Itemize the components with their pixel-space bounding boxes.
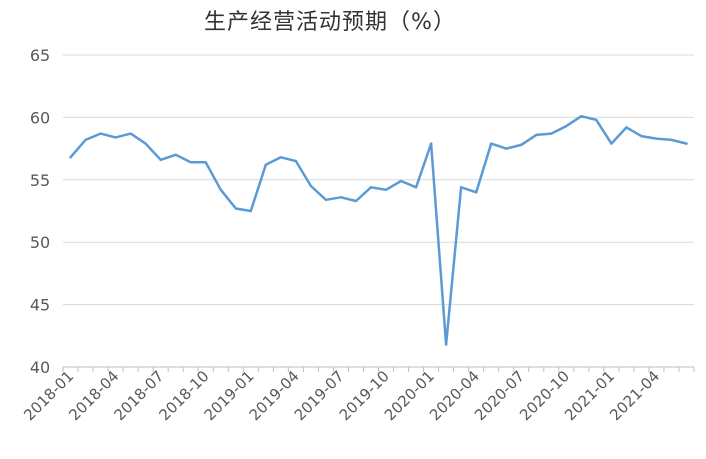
data-point [655, 137, 658, 140]
x-axis-tick-labels: 2018-012018-042018-072018-102019-012019-… [20, 367, 663, 424]
y-tick-label: 65 [30, 46, 50, 65]
data-point [249, 209, 252, 213]
data-point [429, 142, 433, 145]
data-point [144, 142, 147, 145]
y-tick-label: 45 [30, 296, 50, 315]
data-point [99, 132, 102, 135]
y-tick-label: 60 [30, 108, 50, 127]
data-point [640, 134, 643, 138]
y-axis-tick-labels: 40 45 50 55 60 65 [30, 46, 50, 377]
data-point [69, 156, 72, 159]
data-point [444, 343, 448, 346]
series-layer [69, 114, 688, 346]
gridlines [63, 54, 694, 306]
x-tick-label: 2021-04 [606, 367, 663, 424]
data-point [610, 142, 613, 145]
data-point [84, 138, 87, 142]
data-point [670, 138, 673, 142]
data-point [520, 143, 523, 147]
data-point [219, 188, 222, 191]
data-point [324, 198, 328, 201]
data-point [580, 114, 583, 118]
data-point [505, 147, 508, 150]
data-point [264, 163, 268, 167]
data-point [459, 186, 463, 189]
data-point [369, 186, 373, 189]
data-point [399, 179, 403, 183]
data-point [384, 188, 388, 191]
data-point [189, 161, 192, 164]
data-point [685, 142, 688, 145]
data-point [550, 132, 553, 135]
data-point [625, 126, 628, 129]
data-point [279, 156, 283, 159]
data-point [294, 159, 298, 163]
data-point [339, 196, 343, 199]
data-point [234, 207, 237, 210]
x-axis [62, 366, 695, 372]
series-line [69, 114, 688, 346]
data-point [174, 153, 177, 157]
y-tick-label: 50 [30, 233, 50, 252]
data-point [354, 199, 358, 203]
y-tick-label: 55 [30, 171, 50, 190]
data-point [535, 133, 538, 137]
data-point [565, 124, 568, 128]
data-point [414, 186, 418, 189]
data-point [159, 158, 162, 162]
data-point [474, 191, 478, 194]
data-point [309, 184, 313, 188]
data-point [595, 118, 598, 122]
data-point [489, 142, 493, 145]
data-point [129, 132, 132, 135]
y-tick-label: 40 [30, 358, 50, 377]
chart-title: 生产经营活动预期（%） [204, 10, 456, 35]
data-point [114, 136, 117, 139]
data-point [204, 161, 207, 164]
